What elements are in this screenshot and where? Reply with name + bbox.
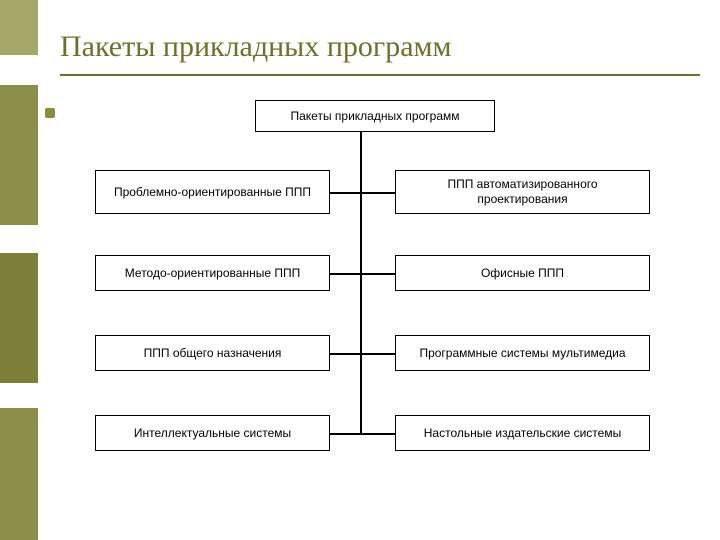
- node-label: Программные системы мультимедиа: [419, 346, 625, 361]
- node-right-2: Программные системы мультимедиа: [395, 335, 650, 371]
- sidebar-segment: [0, 383, 38, 408]
- node-root: Пакеты прикладных программ: [255, 100, 495, 132]
- slide-title-wrap: Пакеты прикладных программ: [60, 30, 700, 64]
- branch-line-1: [330, 273, 395, 275]
- sidebar-segment: [0, 0, 38, 55]
- node-left-3: Интеллектуальные системы: [95, 415, 330, 451]
- sidebar-segment: [0, 225, 38, 253]
- node-left-2: ППП общего назначения: [95, 335, 330, 371]
- node-label: Методо-ориентированные ППП: [125, 266, 300, 281]
- branch-line-2: [330, 353, 395, 355]
- branch-line-3: [330, 433, 395, 435]
- node-label: ППП общего назначения: [144, 346, 282, 361]
- title-underline: [60, 74, 700, 76]
- slide-title: Пакеты прикладных программ: [60, 30, 700, 64]
- sidebar-segment: [0, 85, 38, 225]
- trunk-line: [360, 132, 362, 435]
- bullet-marker: [45, 108, 55, 118]
- node-root-label: Пакеты прикладных программ: [290, 109, 459, 124]
- node-label: Интеллектуальные системы: [134, 426, 291, 441]
- sidebar-segment: [0, 408, 38, 540]
- node-label: Офисные ППП: [481, 266, 564, 281]
- hierarchy-diagram: Пакеты прикладных программ Проблемно-ори…: [60, 100, 700, 520]
- sidebar-segment: [0, 253, 38, 383]
- node-label: Проблемно-ориентированные ППП: [114, 185, 311, 200]
- sidebar-segment: [0, 55, 38, 85]
- node-right-0: ППП автоматизированного проектирования: [395, 170, 650, 214]
- accent-sidebar: [0, 0, 38, 540]
- node-label: Настольные издательские системы: [424, 426, 621, 441]
- node-right-1: Офисные ППП: [395, 255, 650, 291]
- node-label: ППП автоматизированного проектирования: [402, 177, 643, 207]
- node-left-1: Методо-ориентированные ППП: [95, 255, 330, 291]
- node-right-3: Настольные издательские системы: [395, 415, 650, 451]
- branch-line-0: [330, 192, 395, 194]
- node-left-0: Проблемно-ориентированные ППП: [95, 170, 330, 214]
